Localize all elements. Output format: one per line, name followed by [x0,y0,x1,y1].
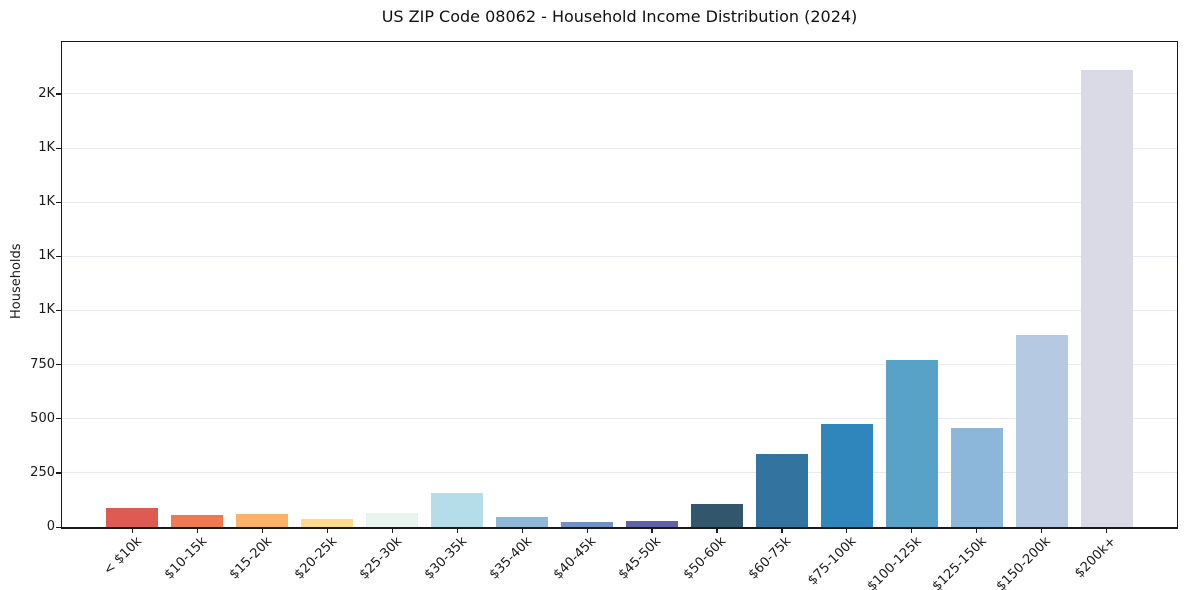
x-tick-mark-4 [391,528,393,533]
y-tick-mark-3 [56,364,61,366]
gridline-1K [62,309,1177,311]
plot-area [62,42,1177,527]
x-tick-label-11: $75-100k [805,534,860,589]
gridline-2K [62,93,1177,95]
gridline-250 [62,472,1177,474]
bar-45-50k [625,520,678,527]
y-tick-label-4: 1K [38,302,55,318]
bar-200k [1080,70,1133,527]
x-tick-label-10: $60-75k [745,534,795,583]
x-tick-mark-0 [131,528,134,533]
x-tick-mark-9 [716,528,718,533]
y-tick-mark-7 [56,147,61,149]
y-tick-mark-5 [56,255,61,258]
x-tick-label-2: $15-20k [226,534,275,583]
bar-30-35k [431,493,484,527]
x-tick-mark-7 [586,528,588,533]
bar-20-25k [301,519,354,527]
bar-40-45k [561,521,614,527]
x-tick-mark-5 [456,528,458,533]
bar-25-30k [366,512,419,527]
bar-10-15k [171,515,224,527]
y-tick-label-2: 500 [30,410,55,426]
gridline-500 [62,418,1177,420]
y-tick-label-3: 750 [30,356,55,372]
y-tick-mark-4 [56,309,61,312]
y-tick-label-8: 2K [38,85,55,101]
x-tick-label-13: $125-150k [929,534,990,590]
x-tick-mark-10 [781,528,783,533]
y-tick-label-6: 1K [38,194,55,210]
x-tick-mark-11 [846,528,848,533]
y-tick-mark-8 [56,93,61,95]
x-tick-mark-6 [521,528,523,533]
x-tick-label-0: < $10k [100,534,146,579]
x-tick-label-1: $10-15k [161,534,211,583]
x-tick-mark-12 [911,528,913,533]
y-tick-label-0: 0 [46,519,55,534]
bar-15-20k [236,514,289,527]
gridline-1K [62,255,1177,257]
y-tick-label-1: 250 [30,464,55,480]
bar-100-125k [885,360,938,527]
bar-10k [106,507,159,527]
x-tick-label-5: $30-35k [421,534,470,583]
x-tick-mark-14 [1041,528,1043,533]
x-tick-mark-8 [651,528,653,533]
x-tick-mark-1 [196,528,199,533]
x-tick-mark-13 [976,528,978,533]
x-tick-label-9: $50-60k [681,534,730,583]
x-tick-mark-3 [326,528,328,533]
gridline-750 [62,364,1177,366]
bar-75-100k [820,424,873,527]
x-tick-label-12: $100-125k [864,534,925,590]
bar-125-150k [950,428,1003,527]
x-tick-label-6: $35-40k [486,534,535,583]
y-tick-mark-2 [56,418,61,420]
y-tick-mark-6 [56,201,61,203]
y-tick-label-5: 1K [38,248,55,264]
x-tick-mark-15 [1106,528,1108,533]
x-tick-label-4: $25-30k [356,534,405,583]
bar-50-60k [690,503,743,527]
bar-60-75k [755,454,808,527]
x-tick-label-7: $40-45k [551,534,600,583]
x-tick-label-14: $150-200k [994,534,1055,590]
bar-35-40k [496,517,549,527]
gridline-1K [62,147,1177,149]
x-tick-label-15: $200k+ [1072,534,1120,582]
x-tick-label-8: $45-50k [616,534,665,583]
y-tick-mark-1 [56,472,61,474]
y-tick-label-7: 1K [38,140,55,156]
x-tick-mark-2 [261,528,264,533]
x-tick-label-3: $20-25k [291,534,340,583]
y-tick-mark-0 [56,526,61,528]
bar-150-200k [1015,335,1068,527]
gridline-1K [62,201,1177,203]
chart-title: US ZIP Code 08062 - Household Income Dis… [381,7,858,26]
